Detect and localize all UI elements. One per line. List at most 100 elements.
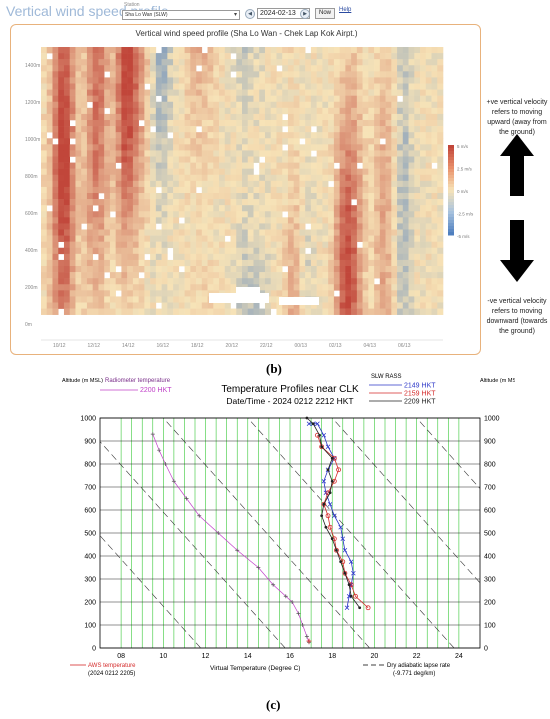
heatmap-cell	[201, 65, 208, 72]
heatmap-cell	[339, 296, 346, 303]
heatmap-cell	[213, 156, 220, 163]
heatmap-cell	[408, 253, 415, 261]
heatmap-cell	[425, 144, 432, 151]
heatmap-cell	[253, 138, 260, 145]
help-link[interactable]: Help	[339, 7, 352, 13]
station-select[interactable]: Sha Lo Wan (SLW) ▾	[122, 10, 240, 20]
heatmap-cell	[345, 138, 352, 145]
heatmap-cell	[264, 174, 272, 182]
heatmap-cell	[385, 150, 392, 157]
heatmap-cell	[431, 77, 438, 84]
heatmap-cell	[98, 296, 105, 303]
heatmap-cell	[310, 174, 317, 182]
heatmap-cell	[408, 278, 415, 285]
heatmap-cell	[397, 89, 404, 96]
previous-day-button[interactable]: ◀	[245, 9, 255, 19]
heatmap-cell	[52, 290, 59, 297]
heatmap-cell	[247, 144, 254, 151]
heatmap-cell	[322, 89, 329, 96]
heatmap-cell	[224, 211, 231, 218]
heatmap-cell	[201, 259, 208, 267]
heatmap-cell	[242, 107, 249, 115]
data-point	[342, 570, 348, 576]
heatmap-cell	[109, 53, 116, 60]
data-point	[348, 559, 354, 565]
heatmap-cell	[339, 77, 346, 84]
heatmap-cell	[63, 89, 71, 96]
heatmap-cell	[293, 266, 300, 273]
heatmap-cell	[333, 211, 340, 218]
heatmap-cell	[41, 253, 48, 261]
heatmap-cell	[425, 272, 432, 279]
heatmap-cell	[236, 278, 243, 285]
heatmap-cell	[178, 180, 185, 188]
now-button[interactable]: Now	[315, 8, 335, 19]
heatmap-cell	[420, 120, 427, 127]
heatmap-cell	[431, 205, 438, 212]
heatmap-cell	[132, 193, 139, 200]
heatmap-cell	[98, 120, 105, 127]
next-day-button[interactable]: ▶	[300, 9, 310, 19]
heatmap-cell	[46, 168, 53, 176]
heatmap-cell	[155, 144, 162, 151]
heatmap-cell	[173, 253, 180, 261]
heatmap-cell	[305, 89, 312, 96]
heatmap-cell	[356, 83, 363, 90]
heatmap-cell	[345, 186, 352, 194]
heatmap-cell	[219, 95, 226, 103]
heatmap-cell	[247, 253, 254, 261]
heatmap-cell	[155, 211, 162, 218]
heatmap-cell	[207, 150, 214, 157]
heatmap-cell	[374, 150, 381, 157]
heatmap-cell	[437, 95, 444, 103]
heatmap-cell	[247, 302, 254, 309]
heatmap-cell	[98, 229, 105, 236]
heatmap-cell	[58, 83, 65, 90]
heatmap-cell	[385, 205, 392, 212]
heatmap-cell	[161, 120, 168, 127]
heatmap-cell	[420, 308, 427, 315]
heatmap-cell	[98, 241, 105, 249]
heatmap-cell	[368, 83, 375, 90]
heatmap-cell	[379, 278, 386, 285]
heatmap-cell	[431, 223, 438, 230]
heatmap-cell	[98, 186, 105, 194]
y-tick-label-left: 200	[84, 600, 96, 607]
heatmap-cell	[374, 168, 381, 176]
heatmap-cell	[58, 211, 65, 218]
heatmap-cell	[46, 199, 53, 206]
heatmap-cell	[236, 302, 243, 309]
heatmap-cell	[207, 126, 214, 133]
heatmap-cell	[155, 101, 162, 109]
arrow-right-icon: ▶	[303, 11, 307, 17]
x-tick-label: 14/12	[122, 343, 135, 349]
heatmap-cell	[86, 241, 93, 249]
heatmap-cell	[86, 59, 93, 66]
heatmap-cell	[224, 302, 231, 309]
heatmap-cell	[305, 211, 312, 218]
heatmap-cell	[207, 77, 214, 84]
heatmap-cell	[144, 302, 151, 309]
heatmap-cell	[333, 259, 340, 267]
heatmap-cell	[385, 126, 392, 133]
heatmap-cell	[425, 296, 432, 303]
heatmap-cell	[425, 162, 432, 169]
heatmap-cell	[351, 59, 358, 66]
heatmap-cell	[121, 71, 128, 78]
heatmap-cell	[374, 308, 381, 315]
heatmap-cell	[207, 83, 214, 90]
heatmap-cell	[207, 156, 214, 163]
heatmap-cell	[316, 47, 323, 54]
heatmap-cell	[92, 71, 99, 78]
heatmap-cell	[420, 180, 427, 188]
heatmap-cell	[402, 266, 409, 273]
heatmap-cell	[299, 186, 306, 194]
heatmap-cell	[41, 156, 48, 163]
heatmap-cell	[104, 217, 111, 224]
temp-plot-frame	[99, 417, 481, 649]
heatmap-cell	[374, 156, 381, 163]
heatmap-cell	[155, 308, 162, 315]
heatmap-cell	[253, 205, 260, 212]
heatmap-cell	[41, 235, 48, 242]
heatmap-cell	[104, 174, 111, 182]
